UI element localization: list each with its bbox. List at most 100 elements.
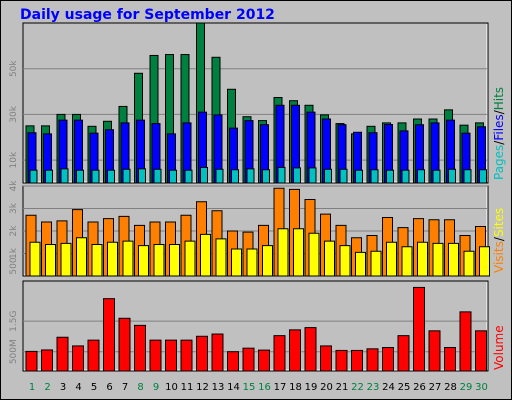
y-tick-label: 1.5G: [9, 311, 19, 332]
volume-bar: [335, 349, 348, 372]
legend-volume: Volume: [492, 325, 506, 370]
page-title: Daily usage for September 2012: [20, 7, 275, 23]
volume-bar: [103, 298, 115, 372]
volume-bar: [459, 311, 472, 372]
pages-bar: [184, 169, 193, 184]
x-tick-label: 20: [320, 382, 333, 393]
volume-bar: [242, 347, 255, 372]
volume-bar: [273, 335, 286, 372]
volume-bar: [366, 348, 379, 372]
x-tick-label: 5: [91, 382, 97, 393]
volume-bar: [56, 336, 69, 372]
x-tick-label: 29: [460, 382, 473, 393]
y-tick-label: 10k: [9, 151, 19, 168]
volume-bar: [41, 349, 53, 372]
x-tick-label: 28: [444, 382, 457, 393]
sites-bar: [184, 240, 196, 277]
x-tick-label: 2: [44, 382, 50, 393]
x-tick-label: 15: [243, 382, 256, 393]
x-tick-label: 7: [122, 382, 128, 393]
volume-bar: [320, 345, 332, 372]
x-tick-label: 17: [274, 382, 287, 393]
pages-bar: [448, 168, 456, 184]
legend-visits-sites-part: Sites: [492, 208, 506, 237]
x-tick-label: 4: [75, 382, 81, 393]
sites-bar: [200, 233, 211, 277]
legend-visits-sites-part: Visits: [492, 241, 506, 273]
pages-bar: [29, 169, 38, 184]
pages-bar: [169, 169, 177, 184]
legend-hits-files-pages-part: Hits: [492, 87, 506, 110]
pages-bar: [215, 168, 224, 184]
volume-bar: [165, 339, 177, 372]
x-tick-label: 1: [29, 382, 35, 393]
volume-bar: [227, 351, 239, 372]
sites-bar: [138, 245, 149, 277]
pages-bar: [386, 169, 394, 184]
x-tick-label: 6: [106, 382, 112, 393]
volume-bar: [397, 335, 410, 372]
panel-volume: [22, 280, 489, 372]
sites-bar: [45, 244, 56, 277]
sites-bar: [293, 228, 304, 277]
sites-bar: [370, 250, 382, 277]
pages-bar: [60, 168, 69, 184]
x-tick-label: 3: [60, 382, 66, 393]
pages-bar: [45, 169, 53, 184]
sites-bar: [463, 250, 475, 277]
sites-bar: [479, 246, 490, 277]
legend-visits-sites: Visits/Sites: [492, 208, 506, 273]
y-tick-label: 500: [9, 257, 19, 274]
volume-bar: [72, 345, 84, 372]
legend-hits-files-pages-part: /: [492, 109, 506, 114]
pages-bar: [138, 168, 146, 184]
legend-visits-sites-part: /: [492, 236, 506, 241]
pages-bar: [293, 167, 301, 184]
pages-bar: [401, 169, 410, 184]
pages-bar: [262, 169, 270, 184]
pages-bar: [91, 169, 100, 184]
volume-bar: [382, 347, 394, 372]
y-tick-label: 30k: [9, 105, 19, 122]
x-tick-label: 19: [305, 382, 318, 393]
volume-bar: [413, 286, 425, 372]
sites-bar: [29, 241, 41, 277]
volume-bar: [289, 329, 301, 372]
sites-bar: [339, 245, 351, 277]
x-tick-label: 8: [137, 382, 143, 393]
x-tick-label: 30: [475, 382, 488, 393]
x-tick-label: 16: [258, 382, 271, 393]
sites-bar: [153, 244, 165, 277]
sites-bar: [76, 237, 87, 277]
pages-bar: [370, 169, 379, 184]
pages-bar: [76, 169, 84, 184]
x-tick-label: 24: [382, 382, 395, 393]
sites-bar: [448, 242, 459, 277]
volume-bar: [118, 317, 131, 372]
volume-bar: [134, 324, 146, 372]
pages-bar: [122, 168, 131, 184]
sites-bar: [231, 248, 242, 277]
volume-bar: [304, 327, 317, 372]
x-tick-label: 14: [227, 382, 240, 393]
sites-bar: [355, 251, 366, 277]
sites-bar: [432, 242, 444, 277]
x-tick-label: 27: [429, 382, 442, 393]
pages-bar: [277, 166, 286, 184]
pages-bar: [479, 169, 487, 184]
sites-bar: [107, 241, 118, 277]
x-tick-label: 23: [367, 382, 380, 393]
pages-bar: [324, 168, 332, 184]
pages-bar: [432, 169, 441, 184]
x-tick-label: 18: [289, 382, 302, 393]
pages-bar: [417, 169, 425, 184]
y-tick-label: 1k: [9, 247, 19, 259]
volume-bar: [211, 333, 224, 372]
pages-bar: [231, 169, 239, 184]
panel-hits-files-pages: [22, 22, 489, 184]
sites-bar: [308, 232, 320, 277]
sites-bar: [91, 244, 103, 277]
pages-bar: [339, 168, 348, 184]
y-tick-label: 50k: [9, 60, 19, 77]
